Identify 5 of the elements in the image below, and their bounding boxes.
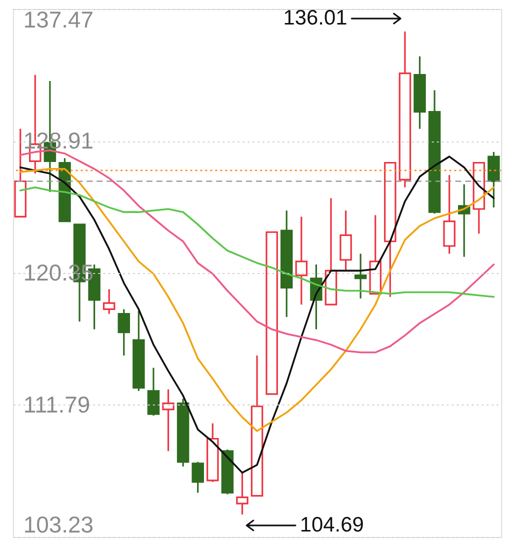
annotation: 104.69 — [300, 513, 364, 536]
y-tick-label: 137.47 — [23, 6, 94, 32]
y-tick-label: 111.79 — [23, 391, 90, 418]
annotation: 136.01 — [283, 6, 348, 30]
y-tick-label: 103.23 — [23, 512, 94, 538]
